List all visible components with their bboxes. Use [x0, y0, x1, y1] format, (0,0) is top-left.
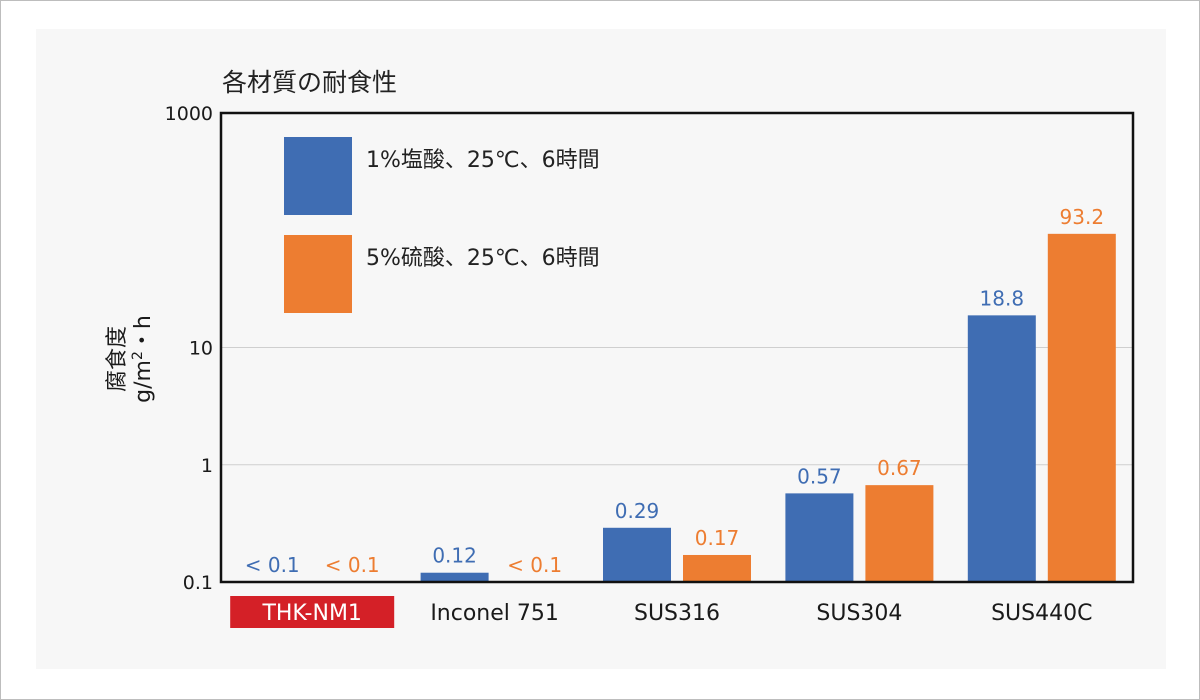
legend-label: 5%硫酸、25℃、6時間: [366, 246, 600, 271]
bar: [420, 572, 489, 582]
bars: [420, 233, 1116, 582]
y-tick-label: 10: [189, 338, 213, 360]
category-label: SUS440C: [991, 601, 1092, 626]
bar: [967, 315, 1036, 582]
value-label: 0.29: [615, 499, 660, 523]
bar: [785, 493, 854, 582]
y-axis-label: 腐食度 g/m2・h: [105, 315, 156, 403]
value-label: 0.12: [432, 544, 477, 568]
bar: [603, 527, 671, 582]
legend-label: 1%塩酸、25℃、6時間: [366, 148, 600, 173]
category-label: SUS316: [634, 601, 720, 626]
value-label: 0.57: [797, 464, 842, 488]
y-axis-unit-sup: 2: [130, 351, 146, 360]
category-label: Inconel 751: [430, 601, 559, 626]
value-label: < 0.1: [325, 553, 380, 577]
value-labels: < 0.1 < 0.1 0.12 < 0.1 0.29 0.17 0.57 0.67 18.8 9…: [245, 205, 1104, 577]
y-axis-unit-tail: ・h: [131, 315, 156, 351]
category-labels: THK-NM1 Inconel 751 SUS316 SUS304 SUS440C: [230, 596, 1092, 628]
value-label: 0.17: [695, 526, 740, 550]
y-axis-ticks: 0.1 1 10 1000: [165, 103, 213, 594]
value-label: 18.8: [980, 286, 1025, 310]
value-label: 0.67: [877, 456, 922, 480]
value-label: < 0.1: [507, 553, 562, 577]
legend-swatch: [284, 137, 352, 215]
bar: [1047, 233, 1116, 582]
bar: [865, 485, 934, 582]
y-tick-label: 1000: [165, 103, 213, 125]
category-label: SUS304: [816, 601, 902, 626]
value-label: 93.2: [1060, 205, 1105, 229]
legend: 1%塩酸、25℃、6時間 5%硫酸、25℃、6時間: [284, 137, 600, 313]
y-axis-unit-base: g/m: [131, 360, 156, 403]
bar: [683, 554, 751, 582]
y-axis-unit: g/m2・h: [130, 315, 156, 403]
chart-title: 各材質の耐食性: [222, 68, 397, 97]
y-axis-label-text: 腐食度: [105, 326, 130, 392]
category-highlight-box: [230, 596, 395, 628]
category-label: THK-NM1: [261, 601, 361, 626]
legend-swatch: [284, 235, 352, 313]
chart-panel: 各材質の耐食性 腐食度 g/m2・h 0.1 1 10 1000 < 0.1 < 0.1…: [36, 29, 1166, 669]
plot-frame: [219, 111, 1135, 584]
y-tick-label: 1: [201, 455, 213, 477]
value-label: < 0.1: [245, 553, 300, 577]
y-tick-label: 0.1: [183, 572, 213, 594]
